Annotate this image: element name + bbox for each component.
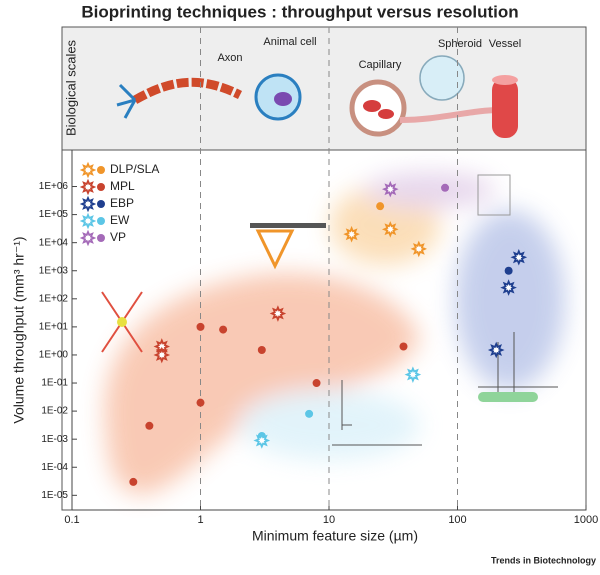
data-point (196, 322, 205, 331)
data-point (500, 279, 517, 296)
legend-marker (79, 195, 97, 213)
x-tick-label: 100 (448, 514, 466, 526)
data-point (145, 421, 154, 430)
y-tick-label: 1E-01 (41, 378, 68, 389)
legend-label: DLP/SLA (110, 162, 159, 176)
data-point (399, 342, 408, 351)
data-point (510, 249, 528, 266)
legend-marker (97, 217, 105, 225)
y-tick-label: 1E+03 (39, 265, 69, 276)
scale-label: Axon (217, 52, 242, 64)
legend-label: VP (110, 230, 126, 244)
data-point (269, 305, 287, 322)
data-point (343, 225, 360, 243)
y-tick-label: 1E-02 (41, 406, 68, 417)
x-tick-label: 10 (323, 514, 335, 526)
legend-marker (79, 178, 97, 196)
data-point (441, 183, 450, 192)
y-tick-label: 1E+06 (39, 181, 69, 192)
x-axis-label: Minimum feature size (µm) (252, 528, 418, 544)
data-point (219, 325, 228, 334)
source: Trends in Biotechnology (491, 555, 596, 565)
legend-label: MPL (110, 179, 135, 193)
legend-marker (97, 183, 105, 191)
legend-marker (79, 161, 97, 179)
y-tick-label: 1E-04 (41, 462, 68, 473)
y-tick-label: 1E-05 (41, 490, 68, 501)
y-tick-label: 1E+00 (39, 350, 69, 361)
top-panel-label: Biological scales (63, 39, 78, 136)
x-tick-label: 1000 (574, 514, 598, 526)
data-point (376, 202, 385, 211)
scale-label: Spheroid (438, 38, 482, 50)
data-point (312, 379, 321, 388)
data-point (381, 180, 399, 198)
y-tick-label: 1E+02 (39, 293, 69, 304)
legend-label: EW (110, 213, 130, 227)
legend-marker (97, 234, 105, 242)
data-point (153, 346, 171, 364)
scale-label: Capillary (359, 59, 402, 71)
x-tick-label: 1 (197, 514, 203, 526)
chart-title: Bioprinting techniques : throughput vers… (81, 2, 518, 21)
scale-label: Animal cell (263, 36, 316, 48)
data-point (305, 409, 314, 418)
data-point (253, 432, 271, 449)
y-tick-label: 1E-03 (41, 434, 68, 445)
legend-marker (79, 212, 97, 230)
data-point (257, 346, 266, 355)
scale-label: Vessel (489, 38, 521, 50)
data-point (196, 398, 205, 407)
illustrations (101, 55, 558, 446)
legend-marker (97, 200, 105, 208)
data-point (504, 266, 513, 275)
regions (104, 172, 565, 495)
data-point (129, 477, 138, 486)
data-point (381, 221, 399, 238)
legend-marker (79, 229, 97, 247)
y-axis-label: Volume throughput (mm³ hr⁻¹) (11, 236, 27, 423)
y-tick-label: 1E+01 (39, 322, 69, 333)
data-point (404, 366, 422, 383)
legend-label: EBP (110, 196, 134, 210)
y-tick-label: 1E+04 (39, 237, 69, 248)
data-point (487, 341, 505, 359)
data-point (153, 338, 171, 355)
y-tick-label: 1E+05 (39, 209, 69, 220)
x-tick-label: 0.1 (64, 514, 79, 526)
data-point (410, 240, 428, 258)
legend-marker (97, 166, 105, 174)
